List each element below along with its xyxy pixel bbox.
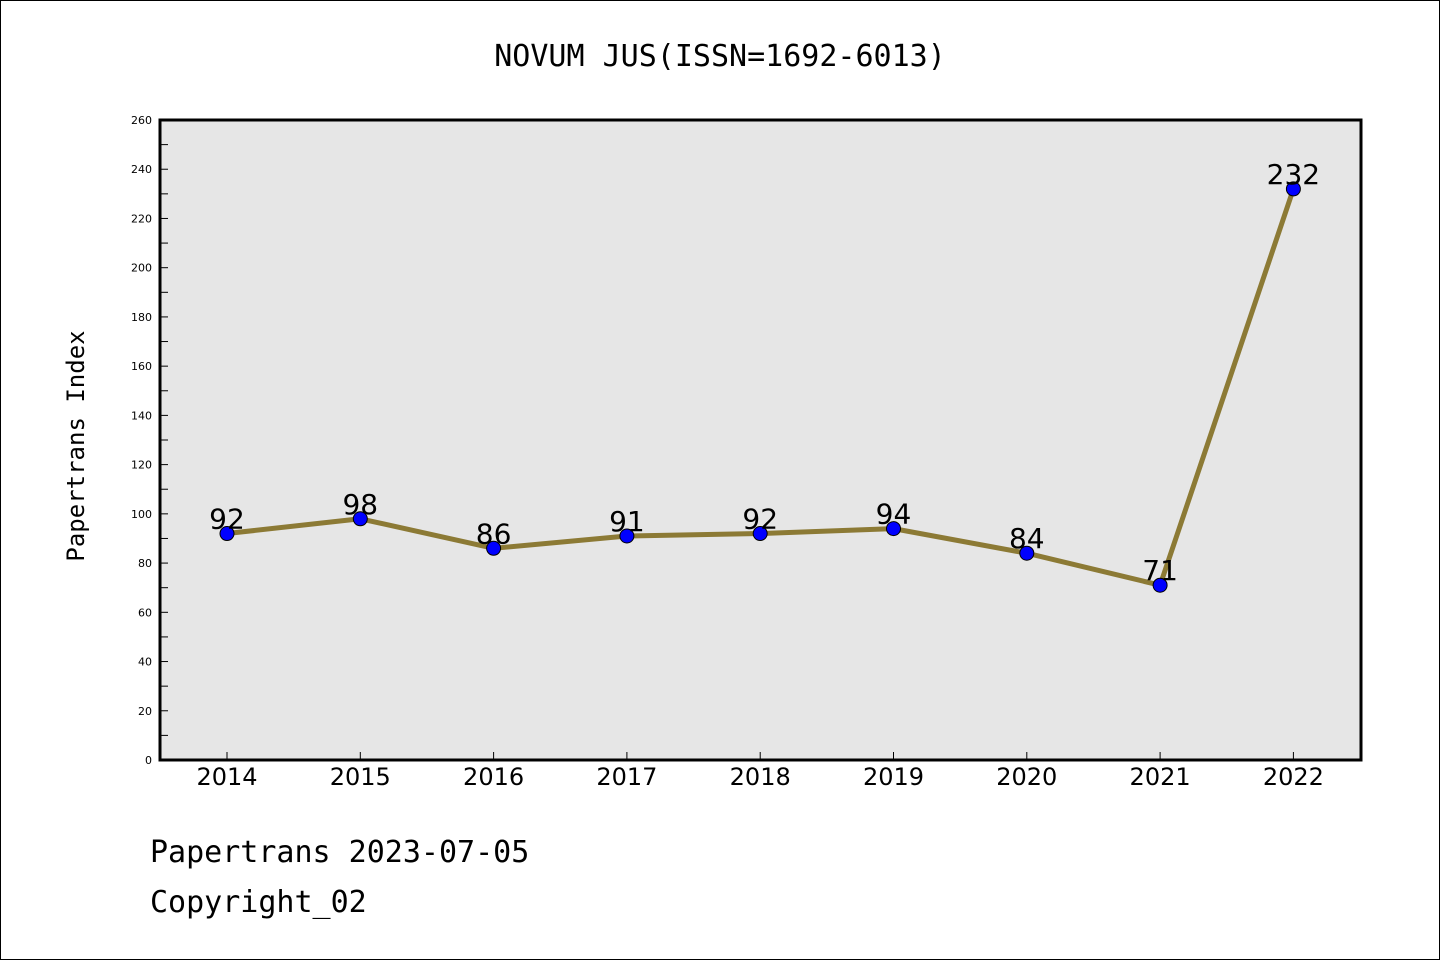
data-point-marker	[619, 528, 635, 544]
y-axis-label: Papertrans Index	[62, 330, 90, 561]
y-tick-label: 160	[131, 360, 152, 373]
data-point-label: 84	[1009, 522, 1045, 555]
y-tick-label: 120	[131, 459, 152, 472]
x-tick-label: 2020	[996, 763, 1057, 791]
data-point-marker	[752, 526, 768, 542]
x-tick-label: 2018	[730, 763, 791, 791]
data-point-label: 92	[742, 503, 778, 536]
chart-title: NOVUM JUS(ISSN=1692-6013)	[494, 39, 946, 74]
data-point-marker	[1152, 577, 1168, 593]
y-tick-label: 180	[131, 311, 152, 324]
y-tick-label: 80	[138, 557, 152, 570]
y-tick-label: 100	[131, 508, 152, 521]
y-tick-label: 200	[131, 262, 152, 275]
x-axis-ticks: 2014 2015 2016 2017 2018 2019 2020 2021 2022	[196, 752, 1324, 791]
y-tick-label: 60	[138, 606, 152, 619]
data-markers	[219, 181, 1301, 593]
data-labels: 92 98 86 91 92 94 84 71 232	[209, 158, 1320, 587]
y-tick-label: 40	[138, 656, 152, 669]
data-point-marker	[219, 526, 235, 542]
data-point-label: 232	[1267, 158, 1320, 191]
data-point-label: 98	[342, 488, 378, 521]
plot-area	[160, 120, 1361, 760]
data-point-marker	[352, 511, 368, 527]
x-tick-label: 2021	[1130, 763, 1191, 791]
data-point-marker	[486, 540, 502, 556]
x-tick-label: 2022	[1263, 763, 1324, 791]
footer-copyright-text: Copyright_02	[150, 885, 367, 920]
y-tick-label: 260	[131, 114, 152, 127]
footer-date-text: Papertrans 2023-07-05	[150, 835, 530, 870]
y-tick-label: 140	[131, 409, 152, 422]
data-point-marker	[1285, 181, 1301, 197]
data-point-label: 92	[209, 503, 245, 536]
data-point-label: 86	[476, 517, 512, 550]
x-tick-label: 2019	[863, 763, 924, 791]
data-point-marker	[886, 521, 901, 537]
y-tick-label: 20	[138, 705, 152, 718]
y-tick-label: 220	[131, 212, 152, 225]
x-tick-label: 2016	[463, 763, 524, 791]
y-tick-label: 0	[145, 754, 152, 767]
y-tick-label: 240	[131, 163, 152, 176]
plot-border	[158, 118, 1363, 762]
data-point-label: 94	[876, 498, 912, 531]
x-tick-label: 2015	[330, 763, 391, 791]
data-point-marker	[1019, 545, 1035, 561]
data-point-label: 71	[1142, 554, 1178, 587]
x-tick-label: 2014	[196, 763, 257, 791]
data-point-label: 91	[609, 505, 645, 538]
x-tick-label: 2017	[596, 763, 657, 791]
